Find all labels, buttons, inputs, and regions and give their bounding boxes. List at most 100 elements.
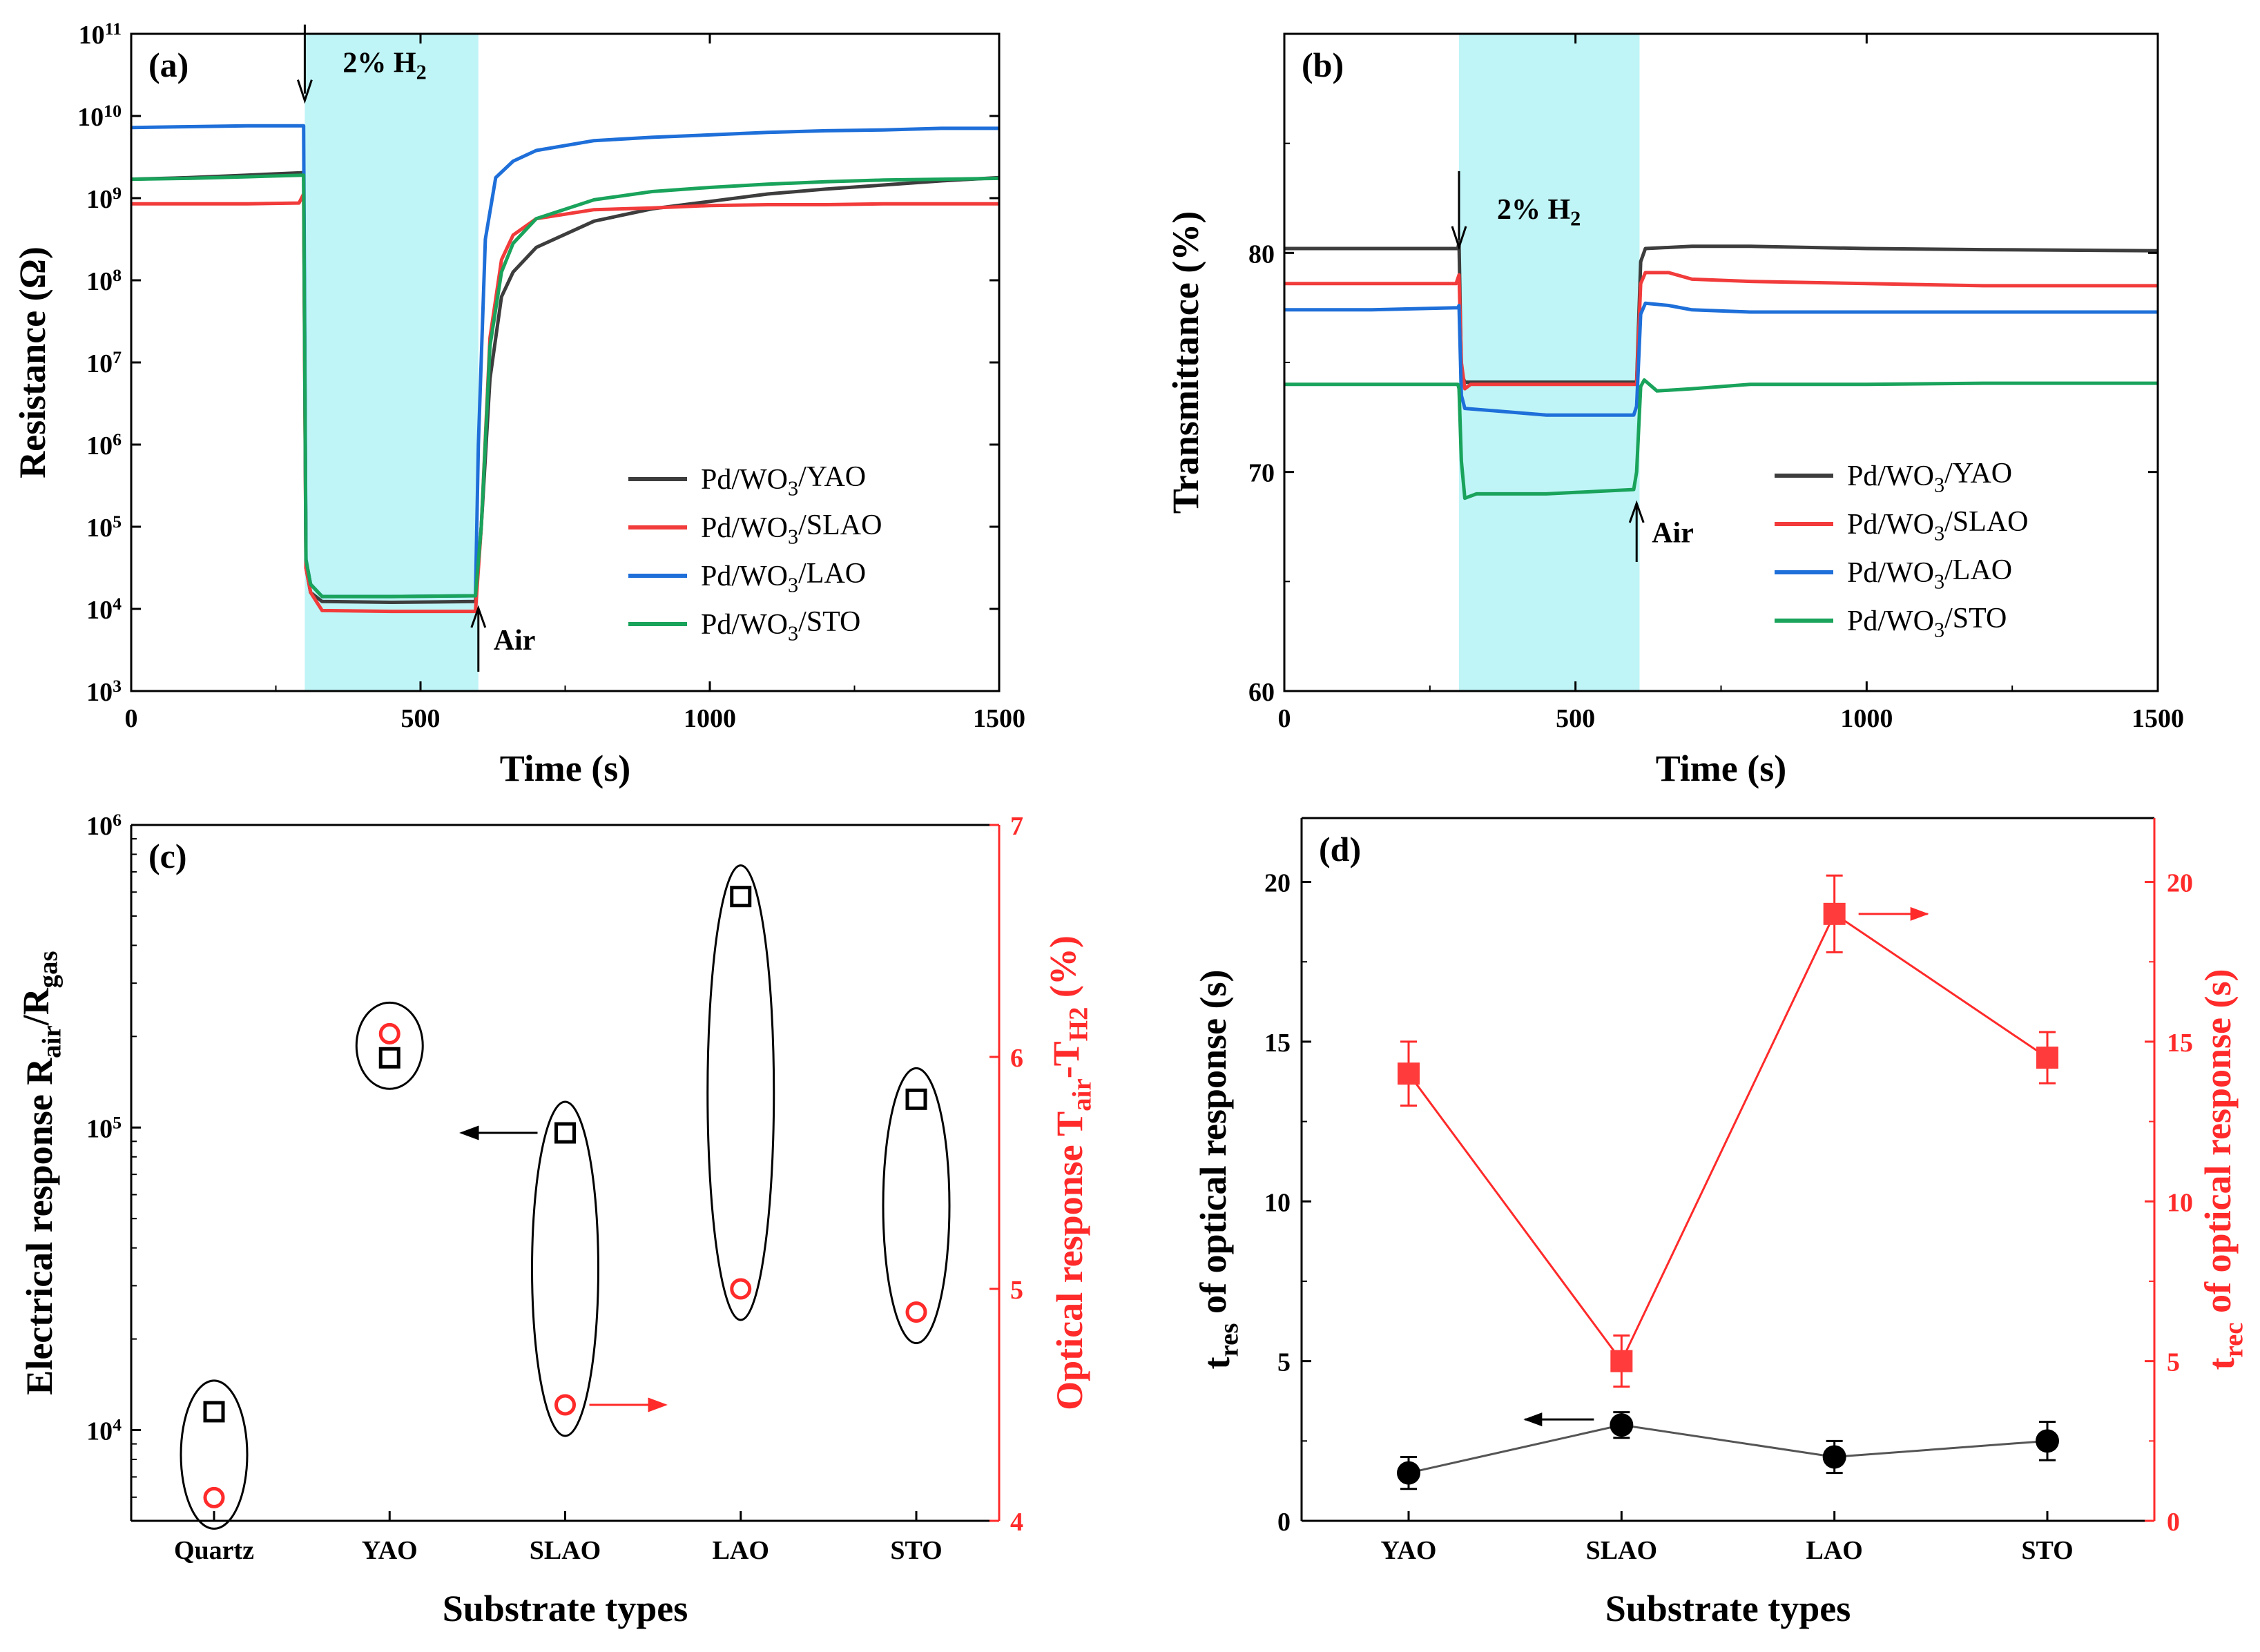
panel-label: (a) xyxy=(148,46,189,84)
air-label: Air xyxy=(1652,518,1694,550)
t_res-line xyxy=(1408,1423,2048,1475)
panel-d: YAO SLAO LAO STO 0 5 10 15 20 0 5 10 15 20 Substrate t… xyxy=(1192,817,2248,1629)
y-tick-label: 1010 xyxy=(77,101,122,132)
y-tick-label: 106 xyxy=(86,429,122,460)
y-tick-label: 0 xyxy=(1277,1508,1291,1537)
t_rec-line xyxy=(1407,912,2048,1363)
y-tick-label: 1011 xyxy=(79,19,122,50)
x-tick-label: SLAO xyxy=(1586,1536,1657,1565)
x-tick-label: 500 xyxy=(1556,704,1595,733)
left-axis-title: Electrical response Rair/Rgas xyxy=(15,951,66,1395)
x-tick-label: 1000 xyxy=(1840,704,1893,733)
right-axis-pointer-head xyxy=(648,1397,668,1412)
y-axis-title-group: Transmittance (%) xyxy=(1165,211,1206,514)
right-axis-title: Optical response Tair-TH2 (%) xyxy=(1042,935,1097,1410)
left-axis-title: tres of optical response (s) xyxy=(1192,970,1244,1370)
group-ellipse-slao xyxy=(531,1100,599,1437)
right-axis-title-group: Optical response Tair-TH2 (%) xyxy=(1042,935,1097,1410)
x-axis-title: Time (s) xyxy=(1656,748,1786,789)
y-axis-title-group: Resistance (Ω) xyxy=(12,246,53,478)
group-ellipse-yao xyxy=(355,1001,424,1090)
panel-label: (b) xyxy=(1302,46,1344,84)
right-y-tick-label: 7 xyxy=(1010,812,1023,841)
x-tick-label: LAO xyxy=(1806,1536,1862,1565)
panel-a: 0 500 1000 1500 103 104 105 106 107 108 109 1010 101… xyxy=(12,19,1025,789)
right-y-tick-label: 10 xyxy=(2167,1188,2193,1217)
t_res-point-yao xyxy=(1397,1461,1420,1485)
x-tick-label: YAO xyxy=(1381,1536,1437,1565)
left-axis-pointer-head xyxy=(459,1125,479,1140)
panel-label: (c) xyxy=(148,837,187,875)
panel-c: Quartz YAO SLAO LAO STO 104 105 106 4 5 6 7 Substrat… xyxy=(15,810,1097,1629)
y-axis-title-group: Electrical response Rair/Rgas xyxy=(15,951,66,1395)
y-tick-label: 104 xyxy=(86,1415,122,1446)
h2-arrow-head xyxy=(296,79,313,104)
y-tick-label: 109 xyxy=(86,183,122,214)
air-arrow-head xyxy=(1628,500,1645,523)
y-tick-label: 10 xyxy=(1264,1188,1291,1217)
panel-b: 0 500 1000 1500 60 70 80 Time (s) Transmittance … xyxy=(1165,32,2184,789)
right-axis-title: trec of optical response (s) xyxy=(2197,969,2248,1370)
x-tick-label: 1500 xyxy=(973,704,1025,733)
panel-label: (d) xyxy=(1319,830,1361,868)
y-tick-label: 80 xyxy=(1248,240,1275,269)
y-tick-label: 107 xyxy=(86,347,122,378)
y-tick-label: 15 xyxy=(1264,1029,1291,1058)
optical-point-yao xyxy=(378,1022,400,1044)
legend-label-2: Pd/WO3/SLAO xyxy=(1847,506,2028,545)
y-tick-label: 108 xyxy=(86,265,122,296)
plot-frame xyxy=(130,32,1001,692)
x-tick-label: 500 xyxy=(401,704,441,733)
series-line-2 xyxy=(131,192,999,614)
legend-label-4: Pd/WO3/STO xyxy=(1847,603,2007,641)
t_res-point-slao xyxy=(1610,1413,1634,1437)
series-line-3 xyxy=(1284,301,2158,417)
optical-point-lao xyxy=(730,1278,752,1300)
h2-exposure-region xyxy=(1459,34,1640,691)
x-tick-label: 1500 xyxy=(2132,704,2184,733)
group-ellipse-lao xyxy=(706,864,775,1321)
legend-label-1: Pd/WO3/YAO xyxy=(1847,458,2012,496)
series-line-4 xyxy=(131,173,1000,599)
right-y-tick-label: 0 xyxy=(2167,1508,2180,1537)
h2-exposure-region xyxy=(305,34,479,691)
h2-arrow-head xyxy=(1451,226,1467,251)
legend-label-4: Pd/WO3/STO xyxy=(701,606,860,645)
x-axis-title: Time (s) xyxy=(500,748,630,789)
t_rec-point-lao xyxy=(1823,902,1846,925)
x-tick-label: YAO xyxy=(362,1536,418,1565)
electrical-point-sto xyxy=(905,1088,927,1110)
h2-label: 2% H2 xyxy=(1497,194,1581,231)
right-y-tick-label: 15 xyxy=(2167,1029,2193,1058)
y-tick-label: 60 xyxy=(1248,678,1275,707)
x-tick-label: 0 xyxy=(125,704,138,733)
legend-label-1: Pd/WO3/YAO xyxy=(701,461,866,500)
electrical-point-yao xyxy=(378,1047,400,1069)
t_rec-point-slao xyxy=(1610,1350,1633,1372)
series-line-2 xyxy=(1284,271,2158,391)
t_rec-point-yao xyxy=(1398,1062,1420,1085)
right-y-tick-label: 20 xyxy=(2167,869,2193,898)
x-tick-label: 0 xyxy=(1278,704,1291,733)
group-ellipse-sto xyxy=(882,1067,951,1345)
air-arrow-head xyxy=(470,605,487,628)
legend-label-3: Pd/WO3/LAO xyxy=(1847,554,2012,593)
t_res-point-lao xyxy=(1822,1445,1846,1469)
y-axis-title: Resistance (Ω) xyxy=(12,246,53,478)
optical-point-sto xyxy=(905,1301,927,1323)
y-axis-title-group: tres of optical response (s) xyxy=(1192,970,1244,1370)
electrical-point-quartz xyxy=(203,1401,225,1423)
optical-point-slao xyxy=(554,1394,576,1416)
t_rec-point-sto xyxy=(2036,1047,2058,1069)
x-tick-label: SLAO xyxy=(530,1536,601,1565)
right-y-tick-label: 5 xyxy=(1010,1276,1023,1305)
right-y-tick-label: 5 xyxy=(2167,1348,2180,1377)
series-line-4 xyxy=(1284,378,2158,501)
x-axis-title: Substrate types xyxy=(443,1588,688,1629)
y-axis-title: Transmittance (%) xyxy=(1165,211,1206,514)
y-tick-label: 105 xyxy=(86,512,122,543)
right-axis-pointer-head xyxy=(1910,906,1929,921)
x-tick-label: STO xyxy=(890,1536,942,1565)
electrical-point-slao xyxy=(554,1122,576,1144)
x-tick-label: LAO xyxy=(713,1536,769,1565)
